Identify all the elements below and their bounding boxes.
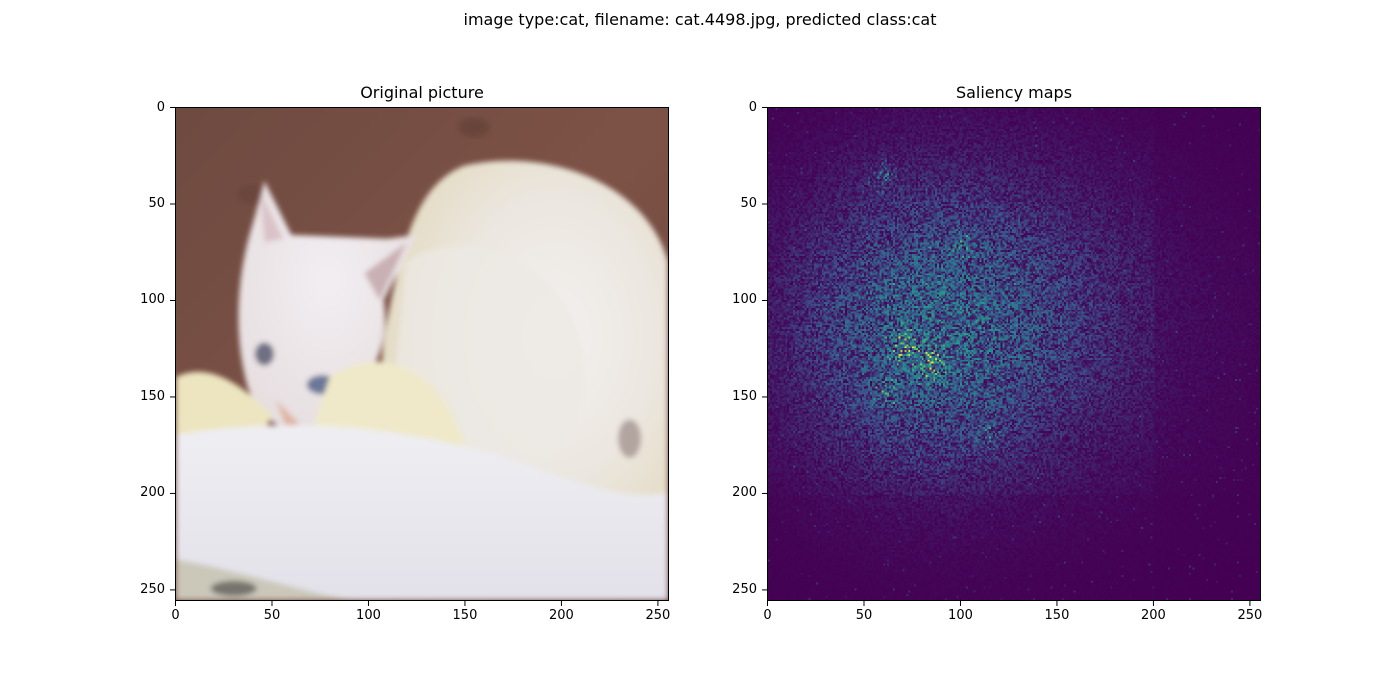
cat-ear-inner <box>260 192 284 243</box>
y-tick-label: 0 <box>748 99 757 115</box>
y-tick-label: 50 <box>740 195 757 211</box>
x-tick-label: 250 <box>1237 608 1263 623</box>
y-tick-label: 0 <box>156 99 165 115</box>
x-tick-label: 150 <box>452 608 478 623</box>
y-tick-label: 100 <box>140 292 165 308</box>
x-tick-label: 200 <box>549 608 574 623</box>
y-tick-label: 50 <box>148 195 165 211</box>
x-tick-label: 100 <box>356 608 381 623</box>
saliency-maps-title: Saliency maps <box>955 83 1073 102</box>
x-tick-label: 100 <box>948 608 973 623</box>
dark-shadow <box>210 580 257 597</box>
x-tick-label: 250 <box>645 608 671 623</box>
y-tick-label: 250 <box>732 581 757 597</box>
original-picture-title: Original picture <box>360 83 484 102</box>
y-tick-label: 200 <box>732 485 757 501</box>
x-tick-label: 50 <box>263 608 281 623</box>
saliency-heatmap <box>768 108 1260 600</box>
y-tick-label: 250 <box>140 581 165 597</box>
x-tick-label: 0 <box>763 608 772 623</box>
y-tick-label: 150 <box>140 388 165 404</box>
y-tick-label: 150 <box>732 388 757 404</box>
cat-nose <box>275 400 299 431</box>
wood-knot <box>458 117 490 137</box>
x-tick-label: 150 <box>1044 608 1070 623</box>
x-tick-label: 200 <box>1141 608 1166 623</box>
original-picture-axes <box>175 107 669 601</box>
paw-shadow <box>618 419 642 458</box>
y-tick-label: 200 <box>140 485 165 501</box>
y-tick-label: 100 <box>732 292 757 308</box>
x-tick-label: 50 <box>855 608 873 623</box>
saliency-map-axes <box>767 107 1261 601</box>
cat-ear-inner <box>364 242 407 301</box>
fleece-blanket <box>176 425 668 600</box>
original-cat-image <box>176 108 668 600</box>
figure-suptitle: image type:cat, filename: cat.4498.jpg, … <box>463 10 937 29</box>
cat-eye <box>254 342 275 366</box>
x-tick-label: 0 <box>171 608 180 623</box>
